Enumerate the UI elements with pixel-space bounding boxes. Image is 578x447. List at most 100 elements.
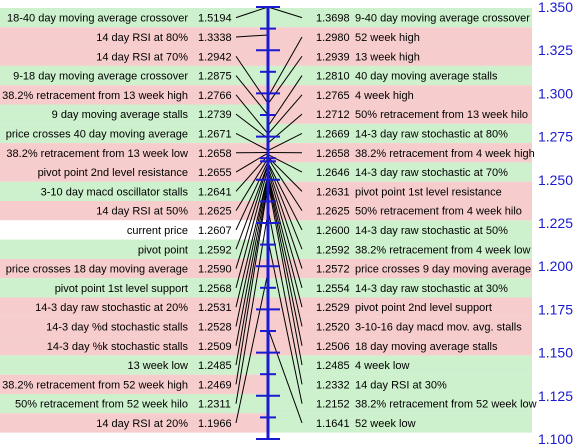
row-band-left: [0, 258, 268, 279]
row-band-right: [268, 239, 532, 259]
right-row-value: 1.2631: [316, 186, 350, 198]
left-row-value: 1.2469: [198, 379, 232, 391]
connector-left: [235, 152, 269, 173]
row-band-right: [268, 162, 532, 182]
connector-left: [235, 113, 269, 139]
right-row-value: 1.2646: [316, 167, 350, 179]
row-band-left: [0, 297, 268, 317]
connector-right: [267, 328, 303, 424]
connector-left: [235, 174, 269, 327]
left-row-label: 14 day RSI at 20%: [96, 418, 188, 430]
axis-tick-labels: 1.350 1.325 1.300 1.275 1.250 1.225 1.200 1.175…: [538, 0, 573, 447]
right-row-value: 1.2625: [316, 206, 350, 218]
right-row-value: 1.2506: [316, 341, 350, 353]
right-row-value: 1.2712: [316, 109, 350, 121]
connector-left: [235, 185, 269, 385]
left-row-value: 1.2592: [198, 244, 232, 256]
right-row-label: 14-3 day raw stochastic at 80%: [355, 128, 508, 140]
axis-tick-label: 1.250: [538, 172, 573, 188]
left-row-value: 1.2942: [198, 51, 232, 63]
left-row-label: 14-3 day %k stochastic stalls: [47, 341, 189, 353]
left-row-label: 38.2% retracement from 13 week low: [6, 148, 188, 160]
right-row-label: 50% retracement from 4 week hilo: [355, 206, 522, 218]
row-band-left: [0, 162, 268, 182]
connector-left: [235, 178, 269, 346]
left-row-label: 14 day RSI at 70%: [96, 51, 188, 63]
connector-right: [267, 36, 303, 98]
right-row-label: 14-3 day raw stochastic at 30%: [355, 283, 508, 295]
right-row-value: 1.3698: [316, 13, 350, 25]
connector-right: [267, 167, 303, 269]
right-row-value: 1.2485: [316, 360, 350, 372]
connector-right: [267, 208, 303, 385]
left-row-value: 1.2641: [198, 186, 232, 198]
right-row-value: 1.2810: [316, 71, 350, 83]
axis-tick-label: 1.325: [538, 42, 573, 58]
row-band-left: [0, 220, 268, 240]
right-row-label: pivot point 1st level resistance: [355, 186, 502, 198]
connector-left: [235, 6, 269, 19]
right-row-label: 4 week low: [355, 360, 409, 372]
right-row-label: 38.2% retracement from 4 week high: [355, 148, 535, 160]
row-band-right: [268, 394, 532, 414]
connector-lines: [235, 6, 303, 424]
right-row-label: 18 day moving average stalls: [355, 341, 498, 353]
left-row-label: current price: [127, 225, 188, 237]
axis-tick-label: 1.200: [538, 258, 573, 274]
right-row-label: 38.2% retracement from 4 week low: [355, 244, 531, 256]
right-row-value: 1.2765: [316, 90, 350, 102]
row-band-right: [268, 220, 532, 240]
row-band-left: [0, 413, 268, 433]
right-row-value: 1.2669: [316, 128, 350, 140]
row-band-left: [0, 85, 268, 105]
left-row-value: 1.2655: [198, 167, 232, 179]
connector-left: [235, 174, 269, 308]
right-row-value: 1.2332: [316, 379, 350, 391]
row-band-left: [0, 278, 268, 298]
left-row-label: price crosses 40 day moving average: [6, 128, 188, 140]
connector-left: [235, 34, 269, 38]
left-row-value: 1.3338: [198, 32, 232, 44]
connector-current-price: [235, 161, 269, 231]
right-row-value: 1.2520: [316, 321, 350, 333]
right-row-value: 1.2658: [316, 148, 350, 160]
left-row-label: 14 day RSI at 50%: [96, 206, 188, 218]
connector-right: [267, 162, 303, 231]
left-row-value: 1.2528: [198, 321, 232, 333]
row-band-right: [268, 27, 532, 47]
left-row-value: 1.1966: [198, 418, 232, 430]
left-row-value: 1.2875: [198, 71, 232, 83]
row-band-right: [268, 374, 532, 394]
left-row-label: 3-10 day macd oscillator stalls: [41, 186, 189, 198]
row-band-left: [0, 8, 268, 28]
row-band-left: [0, 27, 268, 47]
right-row-label: 4 week high: [355, 90, 414, 102]
left-row-value: 1.2625: [198, 206, 232, 218]
right-row-label: 52 week high: [355, 32, 420, 44]
axis-tick-label: 1.125: [538, 388, 573, 404]
right-row-value: 1.2529: [316, 302, 350, 314]
row-band-right: [268, 181, 532, 201]
left-row-value: 1.2485: [198, 360, 232, 372]
left-row-label: pivot point 2nd level resistance: [38, 167, 188, 179]
axis-tick-label: 1.350: [538, 0, 573, 15]
row-band-right: [268, 123, 532, 144]
connector-right: [267, 6, 303, 19]
row-band-left: [0, 336, 268, 356]
left-row-value: 1.2531: [198, 302, 232, 314]
row-band-left: [0, 104, 268, 124]
connector-right: [267, 94, 303, 135]
left-row-value: 1.2607: [198, 225, 232, 237]
price-axis: [256, 6, 280, 440]
row-band-left: [0, 239, 268, 259]
row-band-right: [268, 258, 532, 279]
left-row-label: 50% retracement from 52 week hilo: [15, 399, 188, 411]
row-band-left: [0, 143, 268, 163]
row-band-right: [268, 65, 532, 86]
row-band-right: [268, 85, 532, 105]
row-band-left: [0, 316, 268, 337]
row-band-right: [268, 278, 532, 298]
right-row-value: 1.2939: [316, 51, 350, 63]
right-row-label: 3-10-16 day macd mov. avg. stalls: [355, 321, 522, 333]
row-band-right: [268, 104, 532, 124]
